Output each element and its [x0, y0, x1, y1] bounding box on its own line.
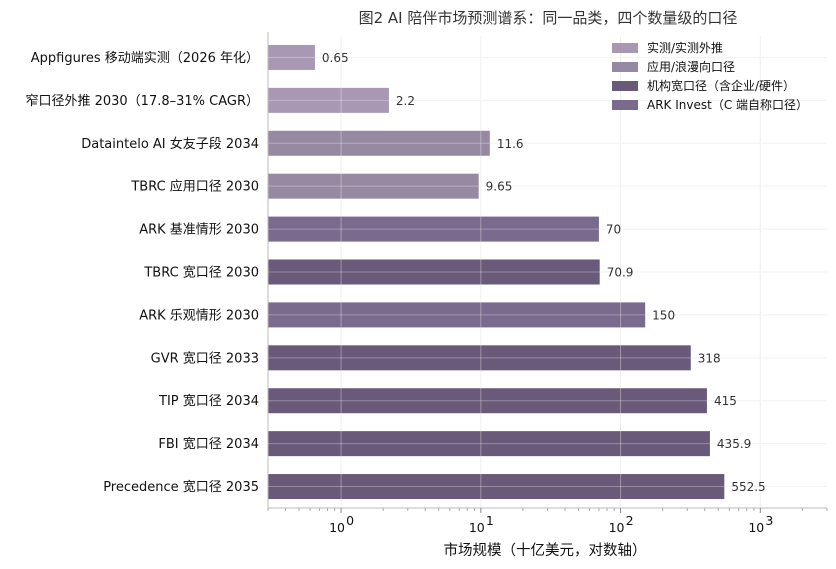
- category-label: TBRC 应用口径 2030: [130, 179, 259, 195]
- legend-swatch: [612, 81, 638, 91]
- value-label: 0.65: [322, 51, 349, 65]
- x-tick-exponent: 2: [626, 513, 634, 528]
- legend-swatch: [612, 43, 638, 53]
- bar: [268, 173, 479, 199]
- bar: [268, 345, 691, 371]
- legend-swatch: [612, 62, 638, 72]
- category-label: TBRC 宽口径 2030: [143, 265, 259, 281]
- category-label: ARK 乐观情形 2030: [139, 308, 259, 323]
- value-label: 318: [698, 351, 721, 365]
- bar: [268, 302, 646, 328]
- bar: [268, 44, 315, 70]
- bar: [268, 259, 600, 285]
- value-label: 11.6: [497, 137, 524, 151]
- value-label: 2.2: [396, 94, 415, 108]
- value-label: 552.5: [731, 480, 765, 494]
- chart-title: 图2 AI 陪伴市场预测谱系：同一品类，四个数量级的口径: [359, 9, 738, 27]
- value-label: 70.9: [607, 266, 634, 280]
- x-axis-label: 市场规模（十亿美元，对数轴）: [444, 542, 647, 559]
- x-tick-label: 10: [329, 520, 345, 535]
- category-label: 窄口径外推 2030（17.8–31% CAGR）: [25, 93, 259, 109]
- category-label: ARK 基准情形 2030: [139, 223, 259, 238]
- bar: [268, 130, 490, 156]
- legend-label: ARK Invest（C 端自称口径）: [647, 98, 808, 112]
- value-label: 70: [606, 223, 621, 237]
- bar: [268, 431, 710, 457]
- value-label: 9.65: [486, 180, 513, 194]
- x-axis: 10 0 10 1 10 2 10 3: [267, 32, 828, 535]
- bar: [268, 216, 599, 242]
- x-tick-label: 10: [748, 520, 764, 535]
- category-labels: Appfigures 移动端实测（2026 年化） 窄口径外推 2030（17.8…: [25, 51, 259, 495]
- category-label: Dataintelo AI 女友子段 2034: [81, 136, 259, 152]
- value-labels: 0.65 2.2 11.6 9.65 70 70.9 150 318 415 435.9 552.5: [322, 51, 766, 494]
- value-label: 150: [652, 308, 675, 322]
- x-tick-label: 10: [609, 520, 625, 535]
- value-label: 435.9: [717, 437, 751, 451]
- category-label: Precedence 宽口径 2035: [103, 479, 259, 495]
- legend-swatch: [612, 100, 638, 110]
- x-tick-exponent: 1: [486, 513, 494, 528]
- bar: [268, 474, 725, 500]
- x-tick-exponent: 0: [346, 513, 354, 528]
- x-tick-label: 10: [469, 520, 485, 535]
- category-label: TIP 宽口径 2034: [158, 393, 259, 409]
- bars: [268, 36, 827, 508]
- bar: [268, 388, 707, 414]
- category-label: FBI 宽口径 2034: [158, 436, 259, 452]
- value-label: 415: [714, 394, 737, 408]
- category-label: GVR 宽口径 2033: [151, 350, 259, 366]
- x-tick-exponent: 3: [765, 513, 773, 528]
- legend-label: 实测/实测外推: [647, 40, 723, 55]
- legend-label: 应用/浪漫向口径: [647, 59, 735, 74]
- bar: [268, 87, 389, 113]
- category-label: Appfigures 移动端实测（2026 年化）: [31, 51, 259, 66]
- legend-label: 机构宽口径（含企业/硬件）: [647, 78, 795, 93]
